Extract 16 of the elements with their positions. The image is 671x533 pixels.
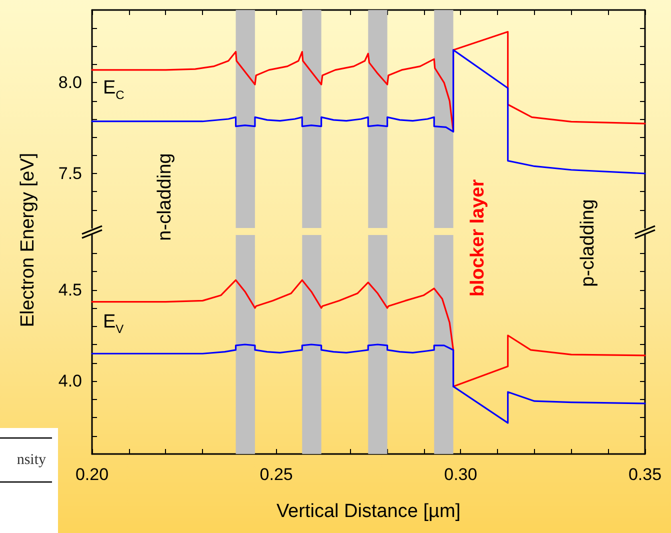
- y-tick-label: 7.5: [58, 164, 82, 183]
- y-tick-label: 4.5: [58, 280, 82, 300]
- text: nsity: [16, 452, 46, 468]
- x-tick-label: 0.35: [628, 465, 662, 484]
- annotation: p-cladding: [578, 199, 598, 287]
- line-series: [91, 31, 646, 133]
- line-series: [91, 344, 646, 424]
- x-tick-label: 0.25: [260, 465, 293, 484]
- x-tick-label: 0.20: [75, 465, 109, 484]
- x-tick-label: 0.30: [444, 465, 478, 484]
- y-axis-title: Electron Energy [eV]: [18, 152, 38, 328]
- y-tick-label: 4.0: [58, 372, 82, 390]
- x-axis-title: Vertical Distance [µm]: [276, 501, 461, 522]
- y-tick-label: 8.0: [58, 73, 82, 92]
- annotation: blocker layer: [468, 178, 488, 297]
- annotation: n-cladding: [154, 153, 176, 241]
